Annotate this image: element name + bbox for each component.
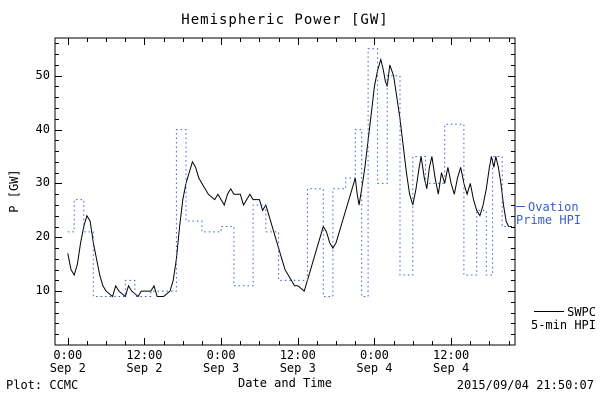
x-axis-label: Date and Time	[238, 376, 332, 390]
swpc-line-sample-icon	[534, 311, 565, 312]
legend-swpc: SWPC 5-min HPI	[531, 306, 596, 332]
x-tick-date: Sep 3	[203, 361, 240, 375]
x-tick-label: 0:00 Sep 2	[33, 349, 103, 375]
y-tick-label: 20	[35, 229, 50, 244]
chart-title: Hemispheric Power [GW]	[181, 12, 389, 28]
x-tick-label: 12:00 Sep 3	[263, 349, 333, 375]
legend-swpc-label2: 5-min HPI	[530, 318, 596, 332]
x-tick-time: 12:00	[126, 348, 163, 362]
x-tick-time: 0:00	[206, 348, 236, 362]
plot-credit: Plot: CCMC	[6, 378, 79, 392]
legend-ovation: Ovation Prime HPI	[516, 201, 581, 227]
x-tick-time: 0:00	[359, 348, 389, 362]
y-tick-label: 40	[35, 121, 50, 136]
x-tick-label: 12:00 Sep 2	[109, 349, 179, 375]
legend-ovation-label2: Prime HPI	[516, 213, 582, 227]
x-tick-label: 12:00 Sep 4	[416, 349, 486, 375]
x-tick-date: Sep 3	[279, 361, 316, 375]
legend-ovation-row1: Ovation	[516, 201, 581, 214]
legend-swpc-label1: SWPC	[567, 305, 596, 319]
y-tick-label: 30	[35, 175, 50, 190]
legend-swpc-row1: SWPC	[531, 306, 596, 319]
x-tick-date: Sep 4	[433, 361, 470, 375]
y-tick-label: 50	[35, 67, 50, 82]
x-tick-label: 0:00 Sep 4	[339, 349, 409, 375]
x-tick-time: 0:00	[53, 348, 83, 362]
plot-timestamp: 2015/09/04 21:50:07	[456, 378, 594, 392]
x-tick-date: Sep 2	[126, 361, 163, 375]
legend-ovation-label1: Ovation	[528, 200, 579, 214]
x-tick-date: Sep 2	[49, 361, 86, 375]
x-tick-label: 0:00 Sep 3	[186, 349, 256, 375]
x-tick-time: 12:00	[433, 348, 470, 362]
x-tick-date: Sep 4	[356, 361, 393, 375]
ovation-line-sample-icon	[516, 206, 525, 207]
x-tick-time: 12:00	[279, 348, 316, 362]
y-tick-label: 10	[35, 283, 50, 298]
